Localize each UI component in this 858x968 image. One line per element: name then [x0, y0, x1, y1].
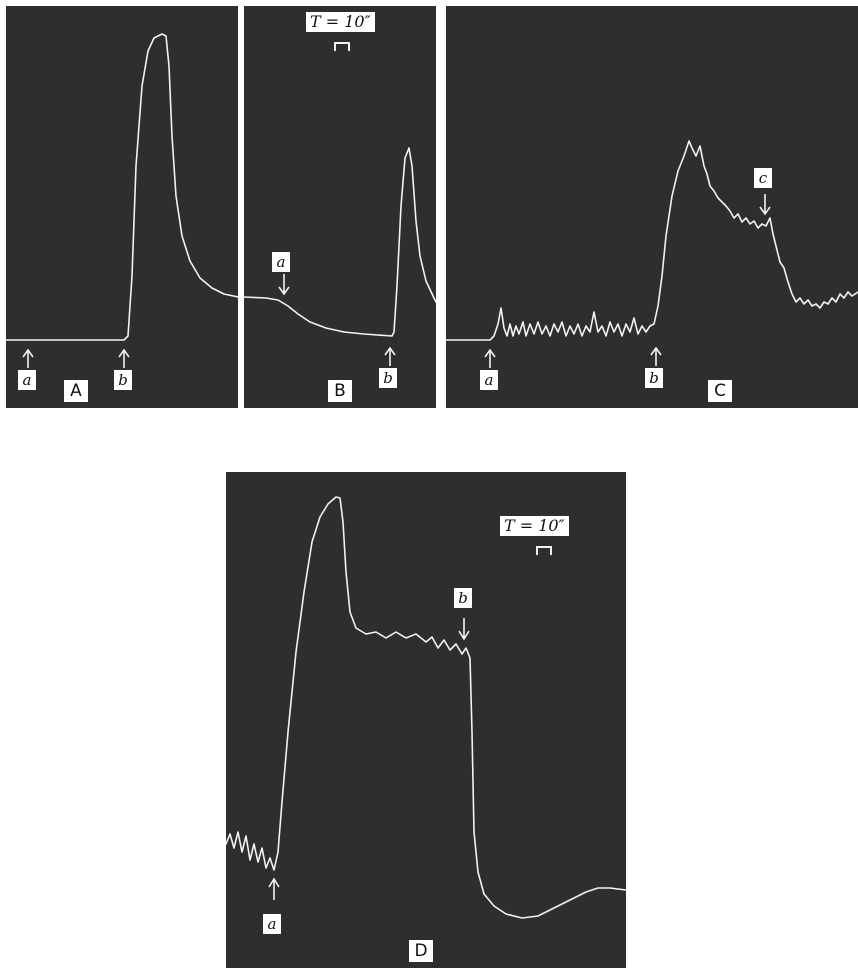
panel-c-arrow-b [650, 346, 662, 366]
panel-b-time-bracket [334, 42, 350, 51]
panel-d-time-bracket [536, 546, 552, 555]
panel-a-arrow-b [118, 348, 130, 368]
panel-b-trace [244, 147, 436, 337]
panel-a: a b A [6, 6, 238, 408]
panel-d-trace [226, 496, 626, 919]
panel-c-marker-b: b [645, 368, 663, 388]
panel-a-marker-b: b [114, 370, 132, 390]
panel-c-trace [446, 140, 858, 341]
panel-d-marker-b: b [454, 588, 472, 608]
panel-d-arrow-b [458, 618, 470, 641]
panel-d-letter: D [409, 940, 433, 962]
panel-c-letter: C [708, 380, 732, 402]
panel-d-marker-a: a [263, 914, 281, 934]
panel-a-marker-a: a [18, 370, 36, 390]
panel-a-arrow-a [22, 348, 34, 368]
panel-c-marker-a: a [480, 370, 498, 390]
panel-a-letter: A [64, 380, 88, 402]
panel-a-trace [6, 33, 238, 341]
panel-d-arrow-a [268, 877, 280, 900]
panel-c-trace-svg [446, 140, 858, 368]
panel-b-time-scale: T = 10″ [306, 12, 375, 32]
panel-a-trace-svg [6, 33, 238, 368]
panel-b: T = 10″ a b B [244, 6, 436, 408]
panel-b-marker-b: b [379, 368, 397, 388]
panel-c: a b c C [446, 6, 858, 408]
panel-d-time-scale: T = 10″ [500, 516, 569, 536]
panel-b-marker-a: a [272, 252, 290, 272]
panel-d: T = 10″ a b D [226, 472, 626, 968]
panel-c-arrow-a [484, 348, 496, 368]
panel-b-arrow-a [278, 274, 290, 296]
panel-c-marker-c: c [754, 168, 772, 188]
panel-c-arrow-c [759, 194, 771, 216]
panel-b-trace-svg [244, 147, 436, 366]
panel-d-trace-svg [226, 496, 626, 919]
panel-b-letter: B [328, 380, 352, 402]
panel-b-arrow-b [384, 346, 396, 366]
